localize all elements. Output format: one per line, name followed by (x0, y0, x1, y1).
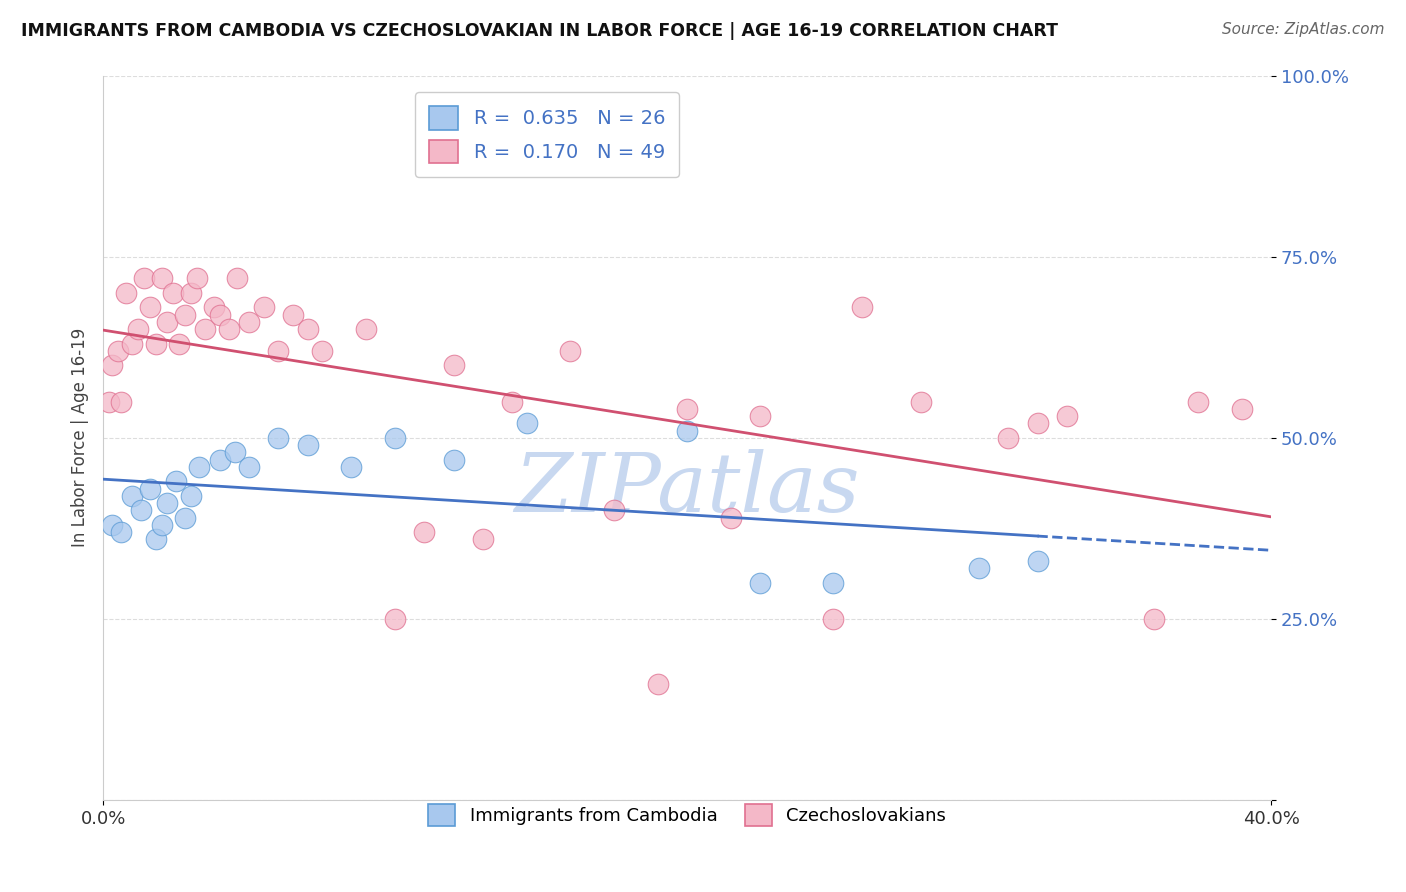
Point (226, 271, 249, 285)
Point (676, 424, 699, 438)
Point (253, 301, 276, 315)
Point (997, 431, 1019, 445)
Point (413, 525, 436, 540)
Point (560, 343, 582, 358)
Point (121, 336, 143, 351)
Point (132, 271, 155, 285)
Point (823, 575, 845, 590)
Point (647, 677, 669, 691)
Point (501, 394, 523, 409)
Point (129, 503, 152, 517)
Point (165, 475, 187, 489)
Point (1056, 409, 1078, 424)
Point (101, 517, 124, 532)
Point (110, 394, 132, 409)
Legend: Immigrants from Cambodia, Czechoslovakians: Immigrants from Cambodia, Czechoslovakia… (419, 795, 955, 835)
Point (162, 285, 184, 300)
Point (180, 489, 202, 503)
Point (297, 438, 319, 452)
Point (110, 525, 132, 540)
Point (443, 359, 465, 373)
Point (443, 452, 465, 467)
Point (1143, 612, 1166, 626)
Point (150, 517, 173, 532)
Text: ZIPatlas: ZIPatlas (515, 449, 860, 529)
Point (101, 359, 124, 373)
Point (238, 459, 260, 474)
Point (208, 452, 231, 467)
Point (167, 336, 190, 351)
Point (115, 285, 138, 300)
Point (98, 394, 121, 409)
Point (311, 343, 333, 358)
Point (238, 315, 260, 329)
Point (107, 343, 129, 358)
Point (202, 301, 225, 315)
Point (145, 336, 167, 351)
Y-axis label: In Labor Force | Age 16-19: In Labor Force | Age 16-19 (72, 328, 89, 548)
Point (603, 503, 626, 517)
Point (186, 271, 208, 285)
Point (851, 301, 873, 315)
Point (267, 431, 290, 445)
Point (354, 322, 377, 336)
Point (145, 533, 167, 547)
Point (150, 271, 173, 285)
Point (281, 308, 304, 322)
Point (139, 482, 162, 496)
Point (720, 510, 742, 524)
Point (139, 301, 162, 315)
Point (188, 459, 211, 474)
Point (749, 409, 772, 424)
Point (340, 459, 363, 474)
Point (676, 401, 699, 416)
Point (180, 285, 202, 300)
Point (208, 308, 231, 322)
Point (749, 575, 772, 590)
Point (127, 322, 149, 336)
Point (218, 322, 240, 336)
Point (471, 533, 494, 547)
Text: IMMIGRANTS FROM CAMBODIA VS CZECHOSLOVAKIAN IN LABOR FORCE | AGE 16-19 CORRELATI: IMMIGRANTS FROM CAMBODIA VS CZECHOSLOVAK… (21, 22, 1059, 40)
Point (384, 431, 406, 445)
Point (267, 343, 290, 358)
Point (384, 612, 406, 626)
Point (156, 315, 179, 329)
Point (1230, 401, 1253, 416)
Point (297, 322, 319, 336)
Point (1187, 394, 1209, 409)
Point (1026, 417, 1049, 431)
Point (194, 322, 217, 336)
Point (156, 496, 179, 510)
Point (224, 445, 246, 459)
Point (515, 417, 537, 431)
Point (121, 489, 143, 503)
Point (173, 510, 195, 524)
Point (910, 394, 932, 409)
Point (173, 308, 195, 322)
Text: Source: ZipAtlas.com: Source: ZipAtlas.com (1222, 22, 1385, 37)
Point (967, 561, 990, 575)
Point (1026, 554, 1049, 568)
Point (823, 612, 845, 626)
